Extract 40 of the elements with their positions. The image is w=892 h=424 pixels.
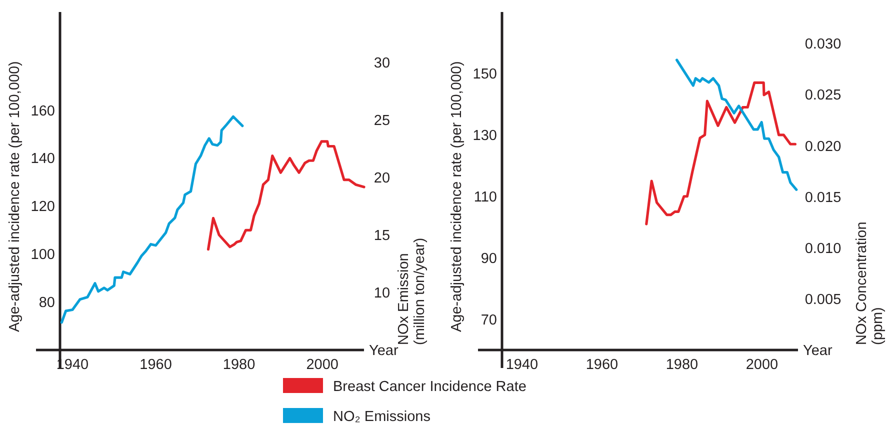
line-series xyxy=(206,140,366,251)
y-tick-label: 140 xyxy=(30,151,55,168)
y-tick-label: 100 xyxy=(30,247,55,264)
line-series xyxy=(60,115,244,324)
y-tick-label: 90 xyxy=(480,250,497,267)
y-tick-label: 150 xyxy=(472,66,497,82)
y2-tick-label: 20 xyxy=(374,170,390,187)
y2-tick-label: 0.015 xyxy=(804,190,842,206)
x-tick-label: 2000 xyxy=(306,357,338,373)
y-axis-title: Age-adjusted incidence rate (per 100,000) xyxy=(7,61,23,332)
y-tick-label: 120 xyxy=(30,199,55,216)
y2-tick-label: 25 xyxy=(374,113,390,130)
x-axis-title: Year xyxy=(369,343,398,359)
y-tick-label: 80 xyxy=(38,295,55,312)
x-tick-label: 1960 xyxy=(586,357,618,373)
y2-tick-label: 10 xyxy=(374,286,390,302)
line-series xyxy=(645,81,796,226)
x-tick-label: 1940 xyxy=(506,357,538,373)
y-tick-label: 110 xyxy=(474,189,497,206)
y2-axis-title: NOx Concentration (ppm) xyxy=(854,222,886,345)
legend-label: NO₂ Emissions xyxy=(333,409,430,424)
x-axis-title: Year xyxy=(803,343,832,359)
x-tick-label: 2000 xyxy=(746,357,778,373)
x-tick-label: 1960 xyxy=(140,357,172,373)
y-tick-label: 130 xyxy=(472,128,497,144)
y-tick-label: 160 xyxy=(30,103,55,120)
y2-tick-label: 0.025 xyxy=(804,88,842,104)
line-series xyxy=(676,58,798,191)
y2-tick-label: 0.010 xyxy=(804,240,842,257)
y2-tick-label: 0.020 xyxy=(804,138,842,155)
y2-tick-label: 0.005 xyxy=(804,292,842,308)
y2-tick-label: 15 xyxy=(374,228,390,244)
y-tick-label: 70 xyxy=(480,312,497,328)
y2-tick-label: 0.030 xyxy=(804,36,842,53)
y2-tick-label: 30 xyxy=(374,56,390,72)
x-tick-label: 1980 xyxy=(222,357,256,373)
x-tick-label: 1980 xyxy=(666,357,698,373)
legend-label: Breast Cancer Incidence Rate xyxy=(333,379,526,395)
y2-axis-title: NOx Emission (million ton/year) xyxy=(396,238,428,345)
y-axis-title: Age-adjusted incidence rate (per 100,000) xyxy=(449,61,465,332)
